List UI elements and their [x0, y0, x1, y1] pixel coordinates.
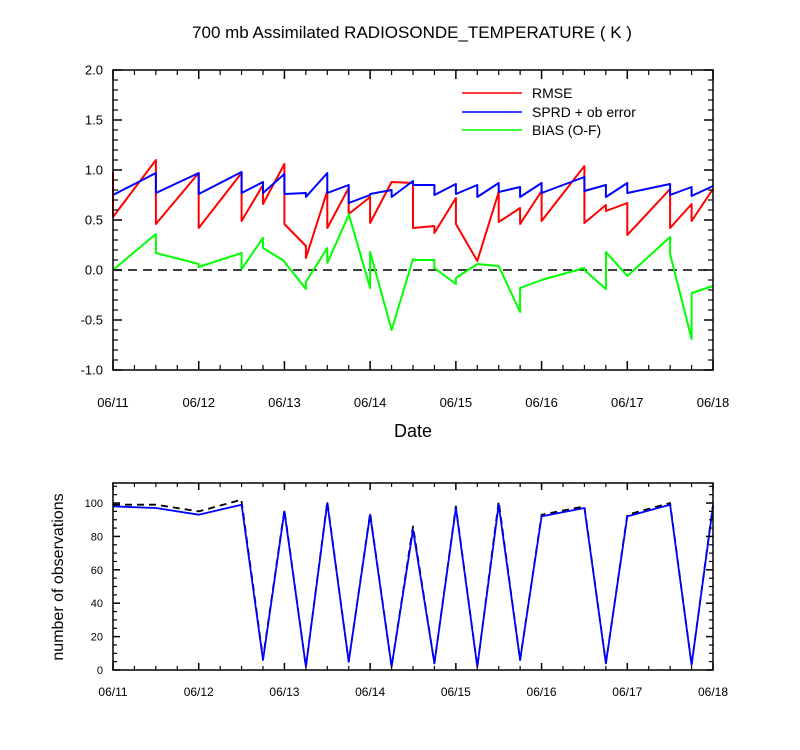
top-tick-labels-group: 06/11 06/12 06/13 06/14 06/15 06/16 06/17 06/18…: [81, 63, 730, 410]
y-axis-label-observations: number of observations: [50, 493, 67, 660]
top-x-tick-label: 06/18: [697, 395, 730, 410]
top-x-tick-label: 06/15: [440, 395, 473, 410]
bottom-y-tick-label: 0: [97, 665, 103, 677]
top-y-tick-label: 2.0: [85, 63, 103, 78]
bottom-y-tick-label: 80: [91, 531, 103, 543]
bottom-series-group: [112, 498, 714, 668]
bottom-x-tick-label: 06/17: [612, 685, 642, 699]
top-y-tick-label: 1.5: [85, 113, 103, 128]
legend-label-sprd: SPRD + ob error: [532, 104, 636, 120]
bottom-plot-frame: [112, 482, 714, 671]
top-series-line-sprd-ob-error: [112, 171, 714, 204]
top-plot-frame: [112, 69, 714, 371]
bottom-x-tick-label: 06/15: [441, 685, 471, 699]
top-series-group: [112, 159, 714, 340]
top-x-tick-label: 06/16: [525, 395, 558, 410]
bottom-x-tick-label: 06/14: [355, 685, 385, 699]
top-x-tick-label: 06/17: [611, 395, 644, 410]
top-y-tick-label: 0.5: [85, 213, 103, 228]
bottom-x-tick-label: 06/13: [269, 685, 299, 699]
bottom-y-tick-label: 100: [85, 498, 103, 510]
top-series-line-rmse: [112, 159, 714, 262]
top-y-tick-label: 0.0: [85, 263, 103, 278]
bottom-x-tick-label: 06/16: [527, 685, 557, 699]
bottom-y-tick-label: 20: [91, 632, 103, 644]
legend: RMSE SPRD + ob error BIAS (O-F): [462, 85, 636, 138]
top-y-tick-label: 1.0: [85, 163, 103, 178]
bottom-x-tick-label: 06/12: [184, 685, 214, 699]
top-x-tick-label: 06/12: [182, 395, 215, 410]
bottom-series-line-observations-used: [112, 502, 714, 668]
bottom-x-tick-label: 06/18: [698, 685, 728, 699]
bottom-y-tick-label: 40: [91, 598, 103, 610]
top-x-tick-label: 06/14: [354, 395, 387, 410]
bottom-tick-labels-group: 06/11 06/12 06/13 06/14 06/15 06/16 06/17 06/18…: [85, 498, 729, 699]
bottom-y-tick-label: 60: [91, 565, 103, 577]
top-x-tick-label: 06/13: [268, 395, 301, 410]
top-y-tick-label: -1.0: [81, 363, 103, 378]
legend-label-rmse: RMSE: [532, 85, 572, 101]
bottom-series-line-observations-possible: [113, 498, 714, 668]
legend-label-bias: BIAS (O-F): [532, 122, 601, 138]
chart-title: 700 mb Assimilated RADIOSONDE_TEMPERATUR…: [192, 23, 632, 42]
top-x-tick-label: 06/11: [97, 395, 129, 410]
top-series-line-bias-o-f: [112, 213, 714, 340]
bottom-x-tick-label: 06/11: [98, 685, 127, 699]
top-y-tick-label: -0.5: [81, 313, 103, 328]
x-axis-label: Date: [394, 421, 432, 441]
